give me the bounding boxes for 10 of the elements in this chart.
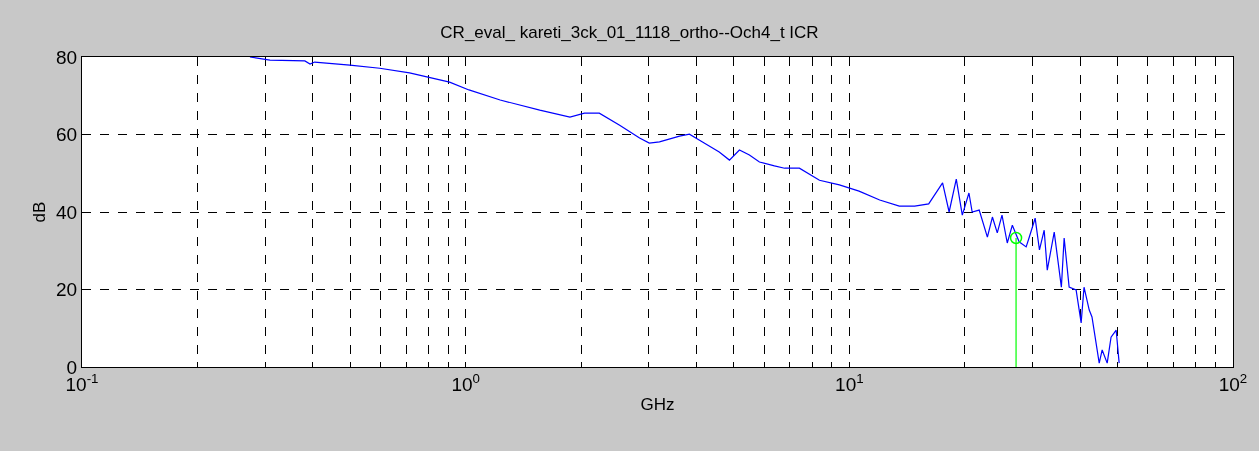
y-tick-label: 80 [56, 46, 78, 68]
y-axis-title: dB [29, 201, 49, 223]
y-tick-label: 20 [56, 279, 78, 301]
x-tick-label: 10$^{2}$ [1218, 370, 1248, 395]
x-axis-title: GHz [640, 395, 675, 415]
x-tick-label: 10$^{0}$ [451, 370, 480, 395]
y-tick-label: 40 [56, 201, 78, 223]
chart-title: CR_eval_ kareti_3ck_01_1118_ortho--Och4_t ICR [440, 22, 819, 42]
x-tick-label: 10$^{1}$ [835, 370, 864, 395]
y-tick-label: 60 [56, 124, 78, 146]
